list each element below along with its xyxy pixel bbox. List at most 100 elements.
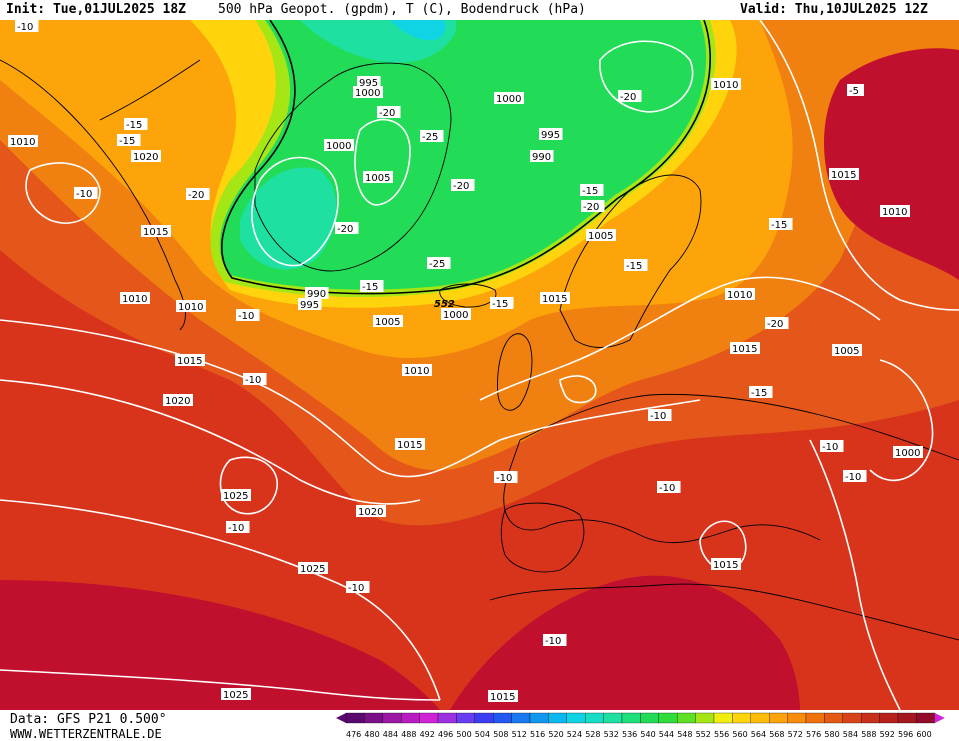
legend-value: 556 bbox=[714, 730, 729, 739]
label-box bbox=[221, 489, 251, 501]
valid-time: Valid: Thu,10JUL2025 12Z bbox=[740, 2, 928, 17]
label-text: 1010 bbox=[727, 290, 752, 301]
chart-title: 500 hPa Geopot. (gpdm), T (C), Bodendruc… bbox=[218, 2, 586, 17]
legend-swatch bbox=[658, 712, 678, 724]
legend-value: 596 bbox=[898, 730, 913, 739]
label-box bbox=[648, 409, 672, 421]
label-text: 1005 bbox=[365, 173, 390, 184]
legend-swatch bbox=[493, 712, 512, 724]
label-box bbox=[711, 558, 741, 570]
isobar-label: 1005 bbox=[832, 344, 862, 357]
weather-map: 1010 1020 1015 1010 1010 1015 1020 1025 1025 1025… bbox=[0, 20, 959, 710]
label-text: 552 bbox=[434, 299, 455, 310]
label-box bbox=[618, 90, 642, 102]
legend-swatch bbox=[345, 712, 365, 724]
legend-swatch bbox=[456, 712, 475, 724]
label-text: 1015 bbox=[831, 170, 856, 181]
legend-swatch bbox=[621, 712, 641, 724]
label-box bbox=[843, 470, 867, 482]
isobar-15 bbox=[479, 276, 881, 401]
label-text: -10 bbox=[496, 473, 512, 484]
isobar-label: 1010 bbox=[176, 300, 206, 313]
label-box bbox=[769, 218, 793, 230]
legend-value: 564 bbox=[751, 730, 766, 739]
legend-value: 512 bbox=[512, 730, 527, 739]
label-box bbox=[176, 300, 206, 312]
temperature-label: -10 bbox=[74, 187, 98, 200]
geopotential-fill bbox=[0, 20, 959, 710]
label-box bbox=[730, 342, 760, 354]
isobar-label: 1010 bbox=[880, 205, 910, 218]
label-box bbox=[711, 78, 741, 90]
legend-value: 576 bbox=[806, 730, 821, 739]
label-box bbox=[324, 139, 354, 151]
isobar-2 bbox=[0, 379, 421, 505]
isobar-8 bbox=[354, 118, 411, 206]
label-box bbox=[494, 92, 524, 104]
isobar-label: 1015 bbox=[711, 558, 741, 571]
temperature-label: -15 bbox=[124, 118, 148, 131]
coast-greenland bbox=[254, 62, 452, 272]
isobar-14 bbox=[809, 439, 901, 710]
isobar-label: 990 bbox=[530, 150, 554, 163]
label-box bbox=[363, 171, 393, 183]
label-text: -10 bbox=[659, 483, 675, 494]
isobar-5 bbox=[0, 669, 441, 701]
temperature-label: -20 bbox=[618, 90, 642, 103]
label-box bbox=[120, 292, 150, 304]
legend-swatch bbox=[916, 712, 935, 724]
coast-scandinavia bbox=[559, 174, 702, 348]
isobar-label: 1020 bbox=[131, 150, 161, 163]
temperature-label: -10 bbox=[243, 373, 267, 386]
temperature-label: -15 bbox=[360, 280, 384, 293]
temperature-label: -20 bbox=[377, 106, 401, 119]
label-box bbox=[236, 309, 260, 321]
label-text: 995 bbox=[541, 130, 560, 141]
legend-value: 524 bbox=[567, 730, 582, 739]
label-text: -15 bbox=[119, 136, 135, 147]
temperature-label: -20 bbox=[581, 200, 605, 213]
isobar-label: 1015 bbox=[829, 168, 859, 181]
label-box bbox=[360, 280, 384, 292]
legend-value: 548 bbox=[677, 730, 692, 739]
legend-swatch bbox=[713, 712, 733, 724]
label-box bbox=[893, 446, 923, 458]
isobar-label: 1015 bbox=[395, 438, 425, 451]
isobar-label: 1005 bbox=[586, 229, 616, 242]
label-text: 1010 bbox=[178, 302, 203, 313]
label-text: -15 bbox=[126, 120, 142, 131]
temperature-label: -15 bbox=[580, 184, 604, 197]
coast-iberia bbox=[500, 502, 585, 573]
label-text: 1015 bbox=[732, 344, 757, 355]
isobar-label: 1000 bbox=[494, 92, 524, 105]
label-box bbox=[15, 20, 39, 32]
isobar-10 bbox=[559, 375, 597, 404]
isobar-4 bbox=[219, 456, 278, 515]
label-text: -5 bbox=[849, 86, 859, 97]
legend-swatch bbox=[511, 712, 531, 724]
temperature-label: -15 bbox=[624, 259, 648, 272]
legend-swatch bbox=[750, 712, 770, 724]
isobar-label: 1005 bbox=[363, 171, 393, 184]
label-box bbox=[543, 634, 567, 646]
website-label: WWW.WETTERZENTRALE.DE bbox=[10, 727, 162, 741]
label-text: -20 bbox=[337, 224, 353, 235]
legend-arrow-right bbox=[934, 713, 945, 723]
label-text: 1005 bbox=[588, 231, 613, 242]
label-text: -15 bbox=[626, 261, 642, 272]
isobar-label: 1010 bbox=[402, 364, 432, 377]
legend-swatch bbox=[861, 712, 880, 724]
label-text: -20 bbox=[620, 92, 636, 103]
legend-swatch bbox=[566, 712, 586, 724]
label-box bbox=[353, 86, 383, 98]
label-box bbox=[117, 134, 141, 146]
legend-value: 536 bbox=[622, 730, 637, 739]
label-text: 1010 bbox=[404, 366, 429, 377]
label-text: 1015 bbox=[713, 560, 738, 571]
legend-swatch bbox=[585, 712, 604, 724]
temperature-label: -10 bbox=[648, 409, 672, 422]
label-text: -10 bbox=[845, 472, 861, 483]
label-box bbox=[530, 150, 554, 162]
label-box bbox=[124, 118, 148, 130]
label-box bbox=[377, 106, 401, 118]
